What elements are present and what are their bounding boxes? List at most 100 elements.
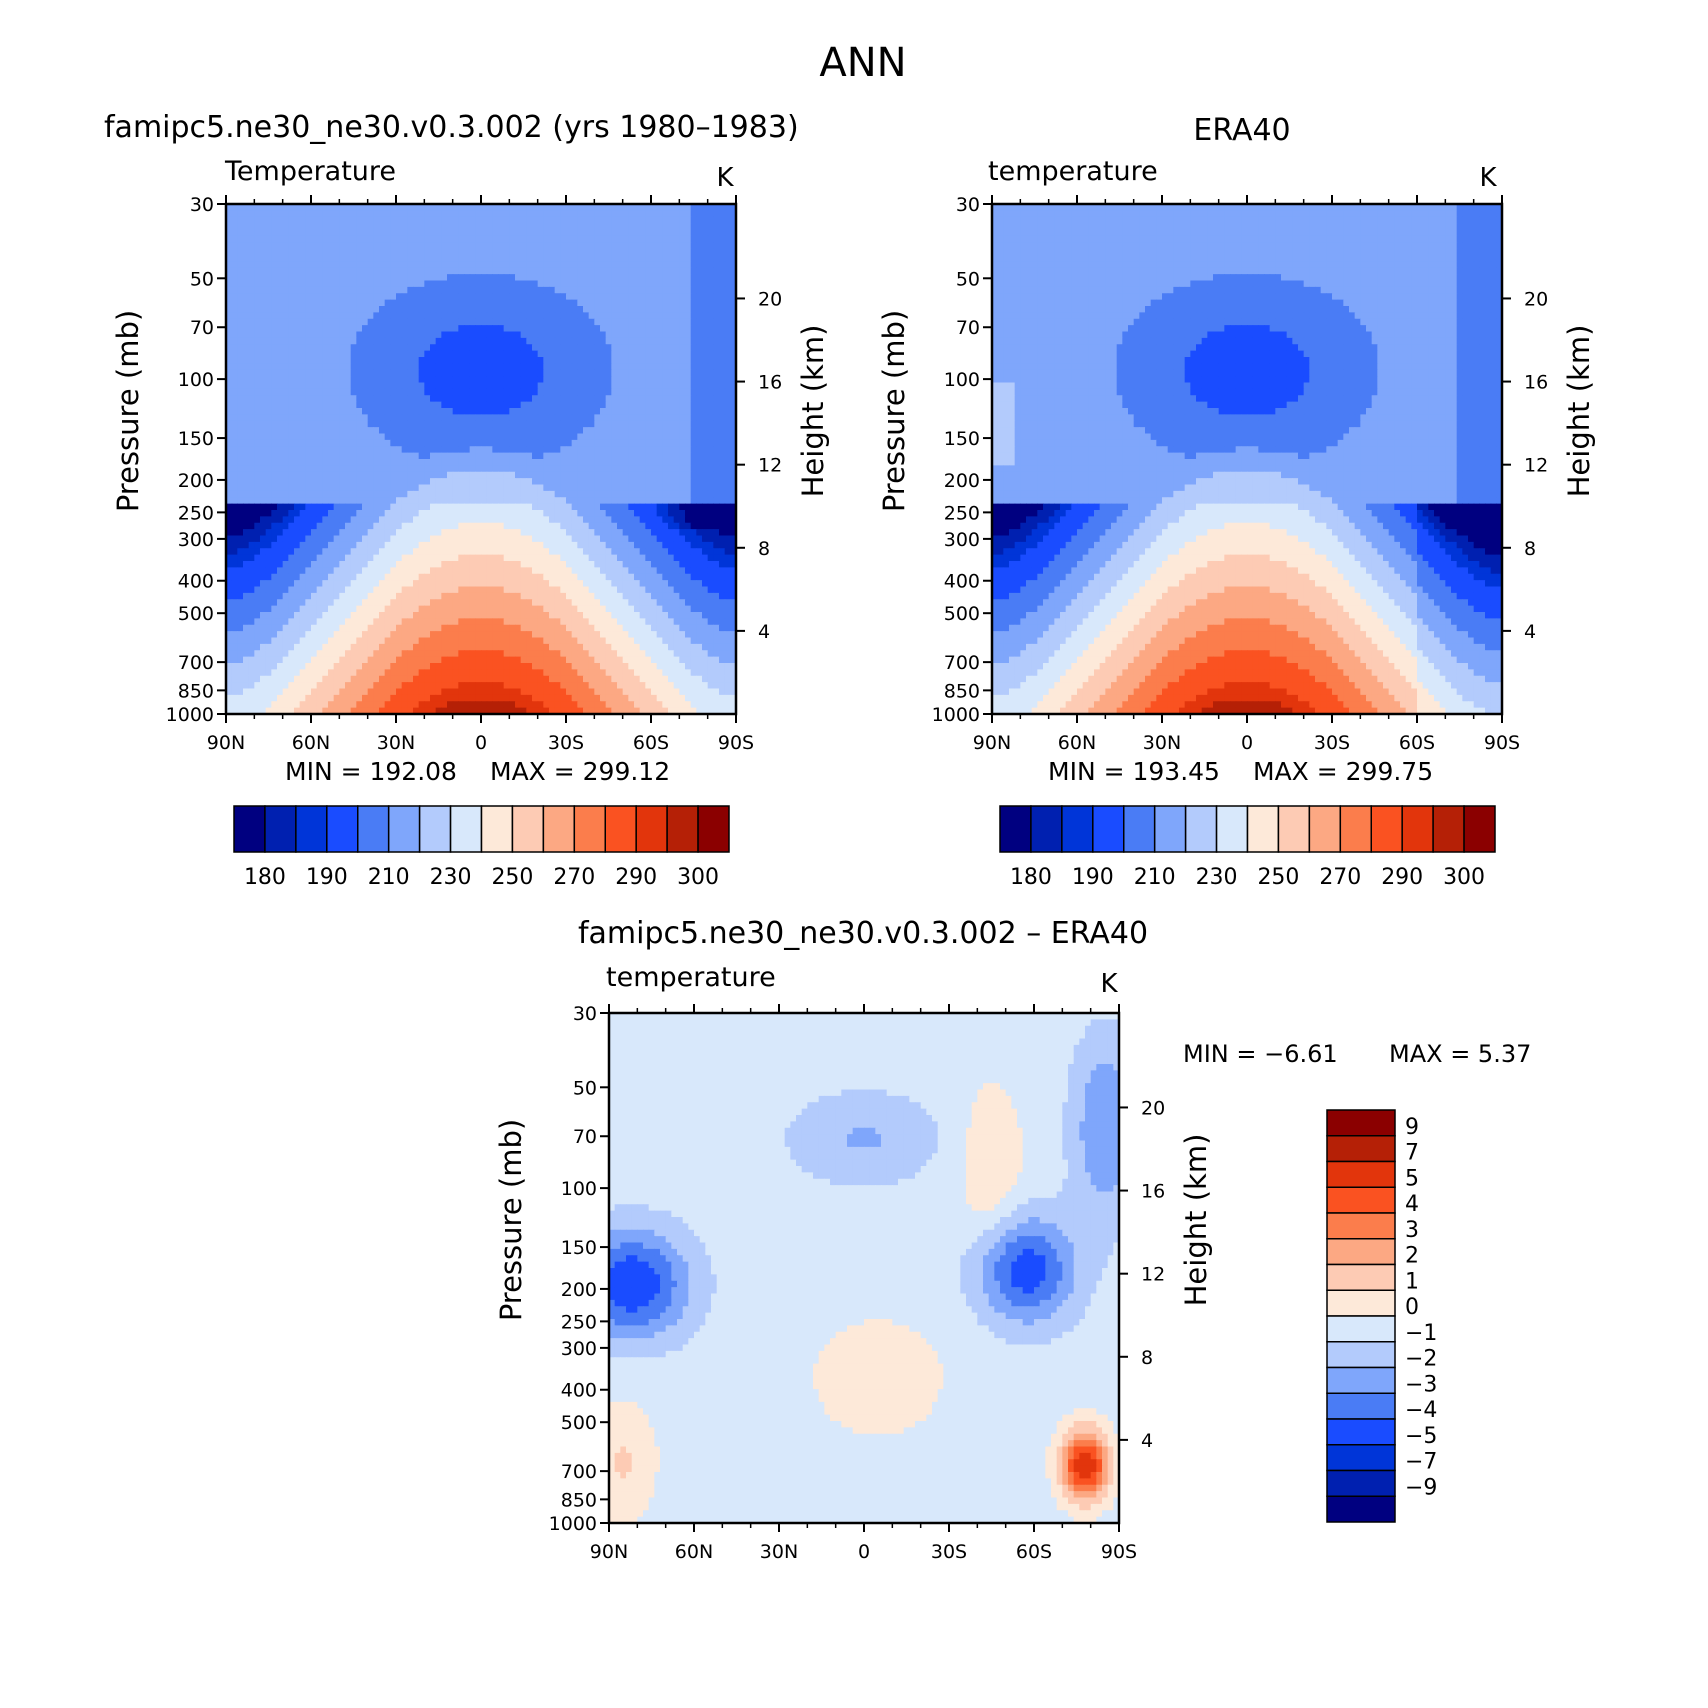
- field-cell: [560, 420, 567, 428]
- field-cell: [673, 223, 680, 231]
- field-cell: [464, 255, 471, 262]
- field-cell: [413, 490, 420, 498]
- field-cell: [656, 235, 663, 243]
- field-cell: [515, 420, 522, 428]
- field-cell: [656, 255, 663, 262]
- field-cell: [469, 363, 476, 371]
- field-cell: [577, 478, 584, 486]
- field-cell: [407, 408, 414, 415]
- field-cell: [583, 312, 590, 320]
- field-cell: [424, 248, 431, 256]
- field-cell: [282, 331, 289, 339]
- field-cell: [367, 522, 374, 530]
- field-cell: [243, 248, 250, 256]
- field-cell: [554, 242, 561, 250]
- field-cell: [260, 516, 267, 524]
- field-cell: [515, 414, 522, 422]
- field-cell: [464, 401, 471, 409]
- field-cell: [430, 242, 437, 250]
- field-cell: [407, 459, 414, 466]
- field-cell: [588, 376, 595, 384]
- field-cell: [617, 478, 624, 486]
- field-cell: [662, 510, 669, 517]
- field-cell: [322, 216, 329, 224]
- field-cell: [413, 204, 420, 211]
- field-cell: [696, 369, 703, 377]
- field-cell: [605, 376, 612, 384]
- field-cell: [588, 204, 595, 211]
- field-cell: [509, 541, 516, 549]
- field-cell: [458, 548, 465, 556]
- field-cell: [622, 337, 629, 345]
- field-cell: [333, 478, 340, 486]
- field-cell: [600, 420, 607, 428]
- field-cell: [503, 414, 510, 422]
- field-cell: [413, 306, 420, 313]
- field-cell: [520, 522, 527, 530]
- field-cell: [577, 210, 584, 218]
- field-cell: [260, 452, 267, 460]
- field-cell: [248, 337, 255, 345]
- field-cell: [560, 510, 567, 517]
- field-cell: [226, 541, 233, 549]
- field-cell: [532, 446, 539, 454]
- field-cell: [362, 235, 369, 243]
- field-cell: [424, 299, 431, 307]
- field-cell: [481, 376, 488, 384]
- field-cell: [390, 420, 397, 428]
- field-cell: [299, 541, 306, 549]
- field-cell: [265, 433, 272, 441]
- field-cell: [305, 535, 312, 543]
- field-cell: [311, 529, 318, 537]
- field-cell: [299, 401, 306, 409]
- field-cell: [328, 439, 335, 447]
- field-cell: [724, 548, 731, 556]
- field-cell: [702, 516, 709, 524]
- field-cell: [605, 344, 612, 352]
- field-cell: [543, 331, 550, 339]
- field-cell: [226, 522, 233, 530]
- field-cell: [628, 306, 635, 313]
- field-cell: [452, 510, 459, 517]
- field-cell: [435, 216, 442, 224]
- field-cell: [526, 529, 533, 537]
- field-cell: [237, 478, 244, 486]
- field-cell: [668, 299, 675, 307]
- field-cell: [617, 541, 624, 549]
- field-cell: [288, 554, 295, 562]
- field-cell: [605, 363, 612, 371]
- field-cell: [418, 235, 425, 243]
- field-cell: [231, 439, 238, 447]
- field-cell: [685, 446, 692, 454]
- field-cell: [271, 280, 278, 288]
- field-cell: [328, 510, 335, 517]
- field-cell: [265, 452, 272, 460]
- field-cell: [248, 299, 255, 307]
- field-cell: [379, 433, 386, 441]
- field-cell: [543, 280, 550, 288]
- field-cell: [367, 395, 374, 403]
- field-cell: [282, 216, 289, 224]
- field-cell: [611, 401, 618, 409]
- field-cell: [498, 376, 505, 384]
- field-cell: [583, 427, 590, 435]
- field-cell: [231, 503, 238, 511]
- field-cell: [594, 446, 601, 454]
- field-cell: [435, 516, 442, 524]
- field-cell: [668, 306, 675, 313]
- field-cell: [651, 337, 658, 345]
- field-cell: [294, 459, 301, 466]
- field-cell: [305, 344, 312, 352]
- field-cell: [730, 388, 737, 396]
- field-cell: [520, 325, 527, 333]
- field-cell: [549, 465, 556, 473]
- field-cell: [571, 286, 578, 294]
- field-cell: [560, 280, 567, 288]
- field-cell: [452, 388, 459, 396]
- field-cell: [566, 312, 573, 320]
- field-cell: [390, 497, 397, 505]
- field-cell: [390, 465, 397, 473]
- field-cell: [634, 248, 641, 256]
- field-cell: [260, 529, 267, 537]
- field-cell: [294, 255, 301, 262]
